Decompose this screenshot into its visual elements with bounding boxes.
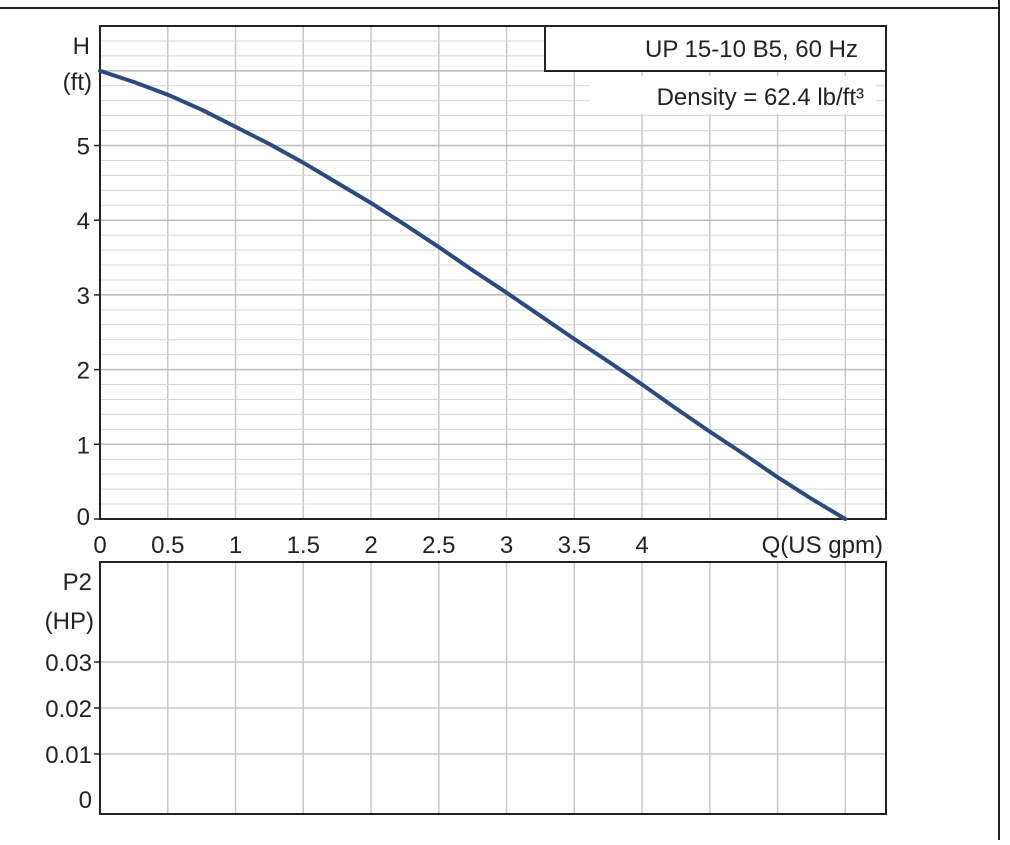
head-x-tick-label: 3 bbox=[500, 532, 513, 559]
head-x-label: Q(US gpm) bbox=[762, 532, 883, 559]
power-plot-border bbox=[99, 561, 887, 815]
head-x-tick-label: 1.5 bbox=[287, 532, 320, 559]
legend-box: UP 15-10 B5, 60 Hz Density = 62.4 lb/ft³ bbox=[544, 25, 887, 114]
head-y-tick-label: 4 bbox=[77, 208, 90, 235]
power-y-tick-label: 0.02 bbox=[45, 696, 92, 723]
power-y-ticks: 0 0.01 0.02 0.03 bbox=[45, 650, 100, 814]
legend-density-bg bbox=[590, 76, 876, 114]
head-y-unit: (ft) bbox=[63, 69, 92, 96]
head-x-tick-label: 1 bbox=[229, 532, 242, 559]
head-y-ticks: 0 1 2 3 4 5 bbox=[77, 134, 100, 531]
head-x-tick-label: 2.5 bbox=[422, 532, 455, 559]
head-x-tick-label: 4 bbox=[635, 532, 648, 559]
head-x-tick-label: 0 bbox=[93, 532, 106, 559]
legend-density-text: Density = 62.4 lb/ft³ bbox=[657, 84, 864, 111]
head-x-tick-label: 3.5 bbox=[558, 532, 591, 559]
power-y-tick-label: 0.01 bbox=[45, 742, 92, 769]
power-y-tick-label: 0 bbox=[79, 787, 92, 814]
legend-title-box bbox=[544, 25, 887, 72]
head-y-label: H bbox=[73, 33, 90, 60]
power-grid bbox=[100, 562, 886, 814]
head-plot: 0 1 2 3 4 5 0 0.5 1 1.5 2 2.5 3 3.5 4 H (ft) Q(US gpm… bbox=[63, 25, 887, 559]
power-y-label: P2 bbox=[63, 569, 92, 596]
power-plot: 0 0.01 0.02 0.03 P2 (HP) bbox=[45, 561, 887, 815]
head-y-tick-label: 0 bbox=[77, 504, 90, 531]
head-y-tick-label: 1 bbox=[77, 432, 90, 459]
head-plot-border bbox=[99, 25, 887, 520]
head-y-tick-label: 2 bbox=[77, 358, 90, 385]
legend-title-text: UP 15-10 B5, 60 Hz bbox=[645, 36, 858, 63]
head-y-tick-label: 3 bbox=[77, 283, 90, 310]
head-x-tick-label: 0.5 bbox=[151, 532, 184, 559]
head-curve-line bbox=[98, 68, 848, 521]
power-y-tick-label: 0.03 bbox=[45, 650, 92, 677]
head-x-tick-label: 2 bbox=[364, 532, 377, 559]
head-y-tick-label: 5 bbox=[77, 134, 90, 161]
head-x-ticks: 0 0.5 1 1.5 2 2.5 3 3.5 4 bbox=[93, 532, 648, 559]
power-y-unit: (HP) bbox=[45, 608, 94, 635]
